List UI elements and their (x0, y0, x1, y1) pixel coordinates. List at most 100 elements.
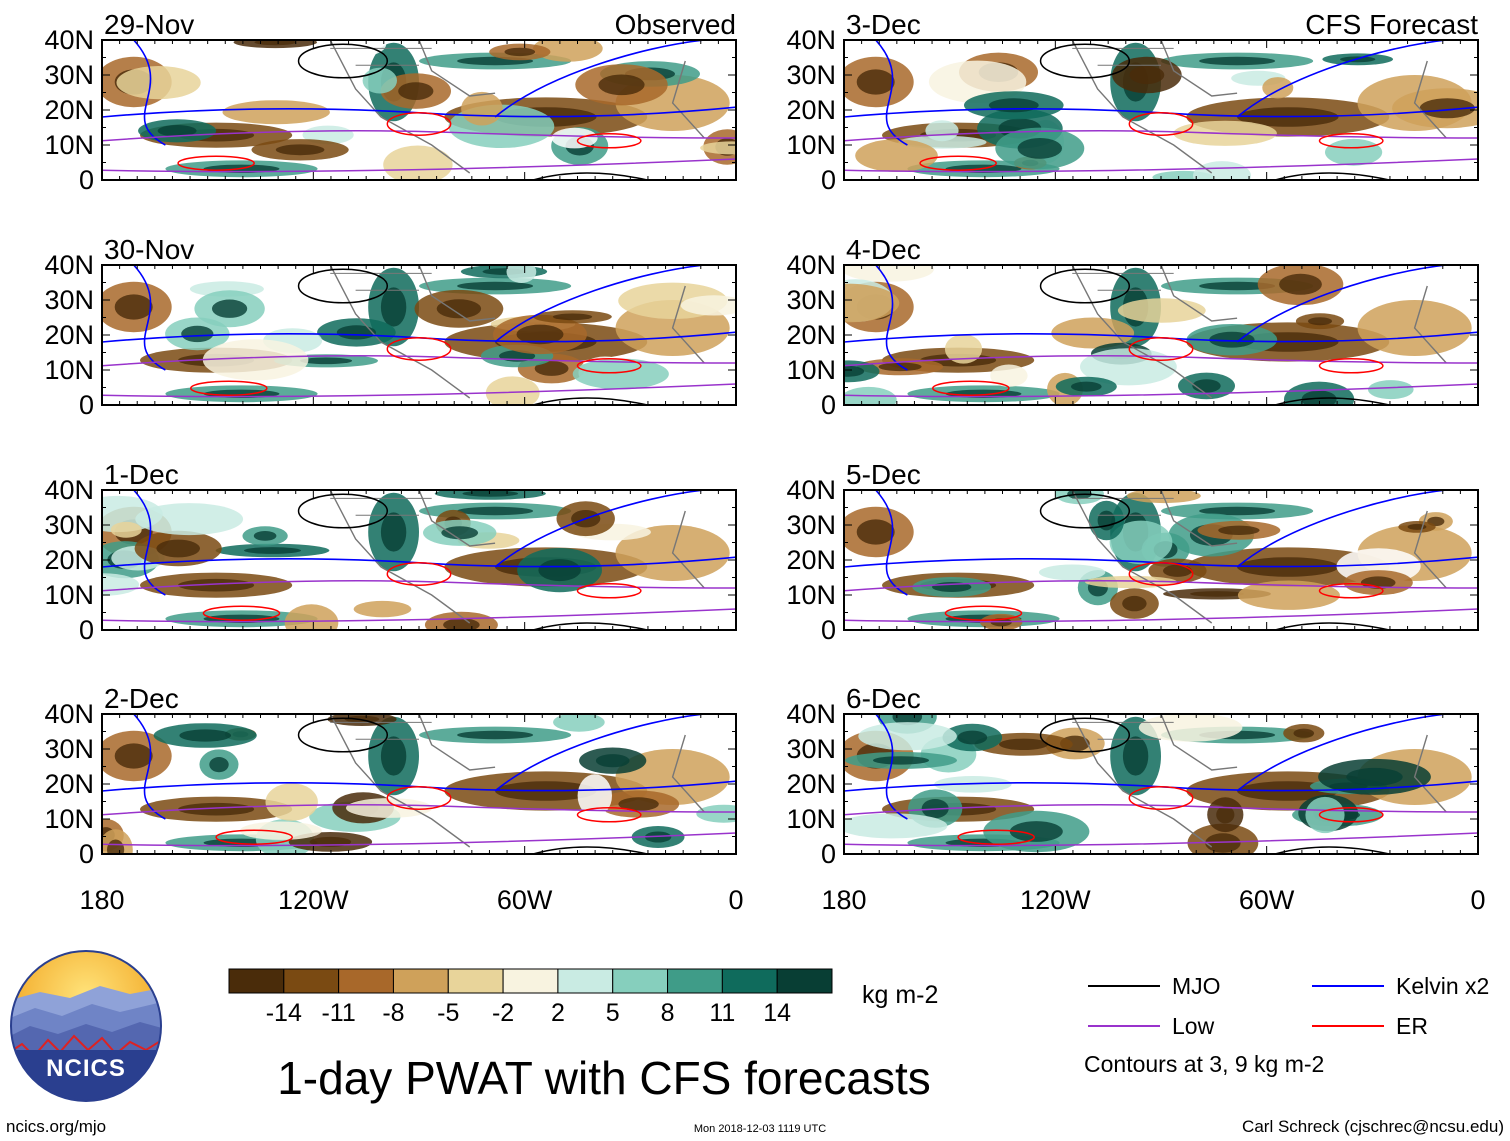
pwat-anomaly-blob (696, 804, 736, 823)
pwat-anomaly-blob (844, 386, 897, 405)
pwat-anomaly-core (114, 743, 153, 769)
pwat-anomaly-blob (1051, 317, 1135, 349)
er-contour (1318, 133, 1384, 149)
kelvin-contour (1236, 265, 1447, 343)
panel-date-label: 4-Dec (846, 234, 921, 265)
contour-note: Contours at 3, 9 kg m-2 (1084, 1051, 1324, 1077)
pwat-anomaly-core (178, 578, 255, 592)
y-tick-label: 20N (44, 545, 94, 575)
mjo-contour (1039, 268, 1131, 304)
pwat-anomaly-core (457, 281, 534, 291)
pwat-anomaly-blob (855, 139, 938, 172)
colorbar-swatch (338, 968, 394, 994)
pwat-anomaly-core (1071, 381, 1102, 392)
kelvin-contour (875, 490, 908, 596)
low-contour (102, 383, 736, 398)
y-tick-label: 20N (44, 769, 94, 799)
pwat-anomaly-core (462, 490, 519, 497)
pwat-anomaly-core (441, 526, 479, 540)
state-borders (330, 721, 432, 740)
pwat-anomaly-blob (844, 813, 948, 839)
mjo-contour (532, 172, 648, 180)
pwat-anomaly-core (988, 98, 1039, 113)
pwat-anomaly-blob (925, 120, 959, 142)
pwat-anomaly-core (157, 125, 197, 137)
panel-date-label: 6-Dec (846, 683, 921, 714)
er-contour (386, 112, 452, 136)
y-tick-label: 20N (786, 769, 836, 799)
pwat-anomaly-core (1205, 833, 1241, 853)
er-contour (576, 133, 642, 149)
state-borders (1072, 497, 1174, 516)
y-tick-label: 40N (44, 250, 94, 280)
er-contour (944, 605, 1023, 621)
y-tick-label: 20N (786, 320, 836, 350)
pwat-anomaly-core (156, 539, 200, 558)
pwat-anomaly-core (380, 512, 407, 552)
mjo-contour (1274, 172, 1390, 180)
pwat-anomaly-blob (844, 265, 934, 282)
panels-layer: 0 10N 20N 30N 40N 29-Nov Observed 0 10N 20N 30N 40N… (44, 9, 1479, 869)
map-panel-29-Nov: 0 10N 20N 30N 40N 29-Nov Observed (44, 9, 737, 195)
mjo-contour (1039, 43, 1131, 79)
kelvin-contour (494, 40, 705, 118)
colorbar-swatch (776, 968, 833, 994)
low-contour (102, 580, 736, 592)
pwat-anomaly-core (254, 40, 297, 46)
pwat-anomaly-blob (362, 67, 397, 94)
pwat-anomaly-core (999, 738, 1049, 750)
column-label: Observed (615, 9, 736, 40)
y-tick-label: 10N (786, 130, 836, 160)
pwat-anomaly-blob (110, 521, 142, 538)
state-borders (1072, 272, 1174, 291)
site-link[interactable]: ncics.org/mjo (6, 1117, 106, 1136)
state-borders (1072, 721, 1174, 740)
coastline (329, 40, 705, 174)
colorbar-swatch (557, 968, 614, 994)
pwat-anomaly-blob (990, 364, 1028, 387)
colorbar-swatch (392, 968, 449, 994)
pwat-anomaly-core (873, 756, 929, 765)
y-tick-label: 0 (821, 839, 836, 869)
low-contour (844, 130, 1478, 142)
pwat-anomaly-core (1199, 281, 1276, 291)
kelvin-contour (875, 40, 908, 146)
pwat-anomaly-core (595, 754, 630, 768)
pwat-anomaly-core (957, 730, 988, 745)
mjo-contour (532, 622, 648, 630)
y-tick-label: 30N (786, 510, 836, 540)
mjo-contour (1274, 622, 1390, 630)
map-panel-5-Dec: 0 10N 20N 30N 40N 5-Dec (786, 459, 1479, 645)
legend-label: Kelvin x2 (1396, 973, 1489, 999)
y-tick-label: 20N (44, 95, 94, 125)
pwat-anomaly-core (1017, 138, 1062, 159)
legend-label: ER (1396, 1013, 1428, 1039)
low-contour (844, 355, 1478, 367)
er-contour (202, 605, 281, 621)
y-tick-label: 20N (786, 545, 836, 575)
kelvin-contour (133, 490, 166, 596)
colorbar-tick-label: -2 (492, 999, 514, 1027)
pwat-anomaly-blob (284, 604, 339, 630)
y-tick-label: 10N (44, 580, 94, 610)
y-tick-label: 20N (44, 320, 94, 350)
pwat-anomaly-core (212, 299, 248, 318)
pwat-anomaly-blob (1325, 138, 1383, 166)
colorbar-swatch (612, 968, 669, 994)
pwat-anomaly-core (1122, 736, 1149, 776)
y-tick-label: 40N (44, 25, 94, 55)
pwat-anomaly-blob (1117, 298, 1206, 323)
pwat-anomaly-core (253, 531, 277, 541)
ncics-logo: NCICS (10, 950, 162, 1102)
x-tick-label: 120W (278, 885, 349, 915)
pwat-anomaly-core (1218, 525, 1260, 535)
x-tick-label: 0 (728, 885, 743, 915)
pwat-anomaly-blob (553, 714, 605, 732)
pwat-anomaly-core (380, 736, 407, 776)
pwat-anomaly-core (1190, 591, 1244, 597)
y-tick-label: 40N (786, 25, 836, 55)
pwat-anomaly-core (1419, 98, 1475, 119)
coastline (1071, 714, 1447, 848)
panel-date-label: 30-Nov (104, 234, 194, 265)
kelvin-contour (133, 40, 166, 146)
